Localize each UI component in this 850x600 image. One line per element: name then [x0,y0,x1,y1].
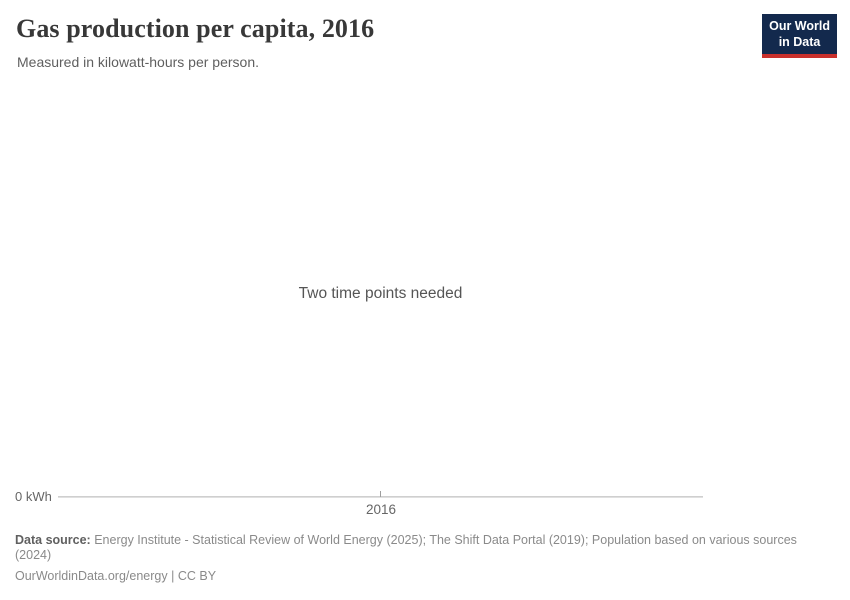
chart-footer: Data source: Energy Institute - Statisti… [15,533,825,584]
chart-subtitle: Measured in kilowatt-hours per person. [17,54,260,70]
license-link[interactable]: CC BY [177,569,217,583]
chart-title: Gas production per capita, 2016 [16,14,375,43]
x-axis-line [58,496,703,498]
license-line: OurWorldinData.org/energy | CC BY [15,569,825,584]
x-axis-tick [380,491,381,497]
owid-url-link[interactable]: OurWorldinData.org/energy [15,569,168,583]
owid-logo-line2: in Data [778,34,821,49]
chart-empty-message: Two time points needed [298,285,463,302]
data-source-line: Data source: Energy Institute - Statisti… [15,533,825,563]
footer-separator: | [167,569,178,583]
data-source-text: Energy Institute - Statistical Review of… [15,533,797,562]
owid-logo-line1: Our World [769,19,830,33]
x-axis-tick-label: 2016 [365,502,397,517]
owid-logo[interactable]: Our World in Data [762,14,837,58]
data-source-label: Data source: [15,533,91,547]
y-axis-zero-label: 0 kWh [15,489,52,504]
